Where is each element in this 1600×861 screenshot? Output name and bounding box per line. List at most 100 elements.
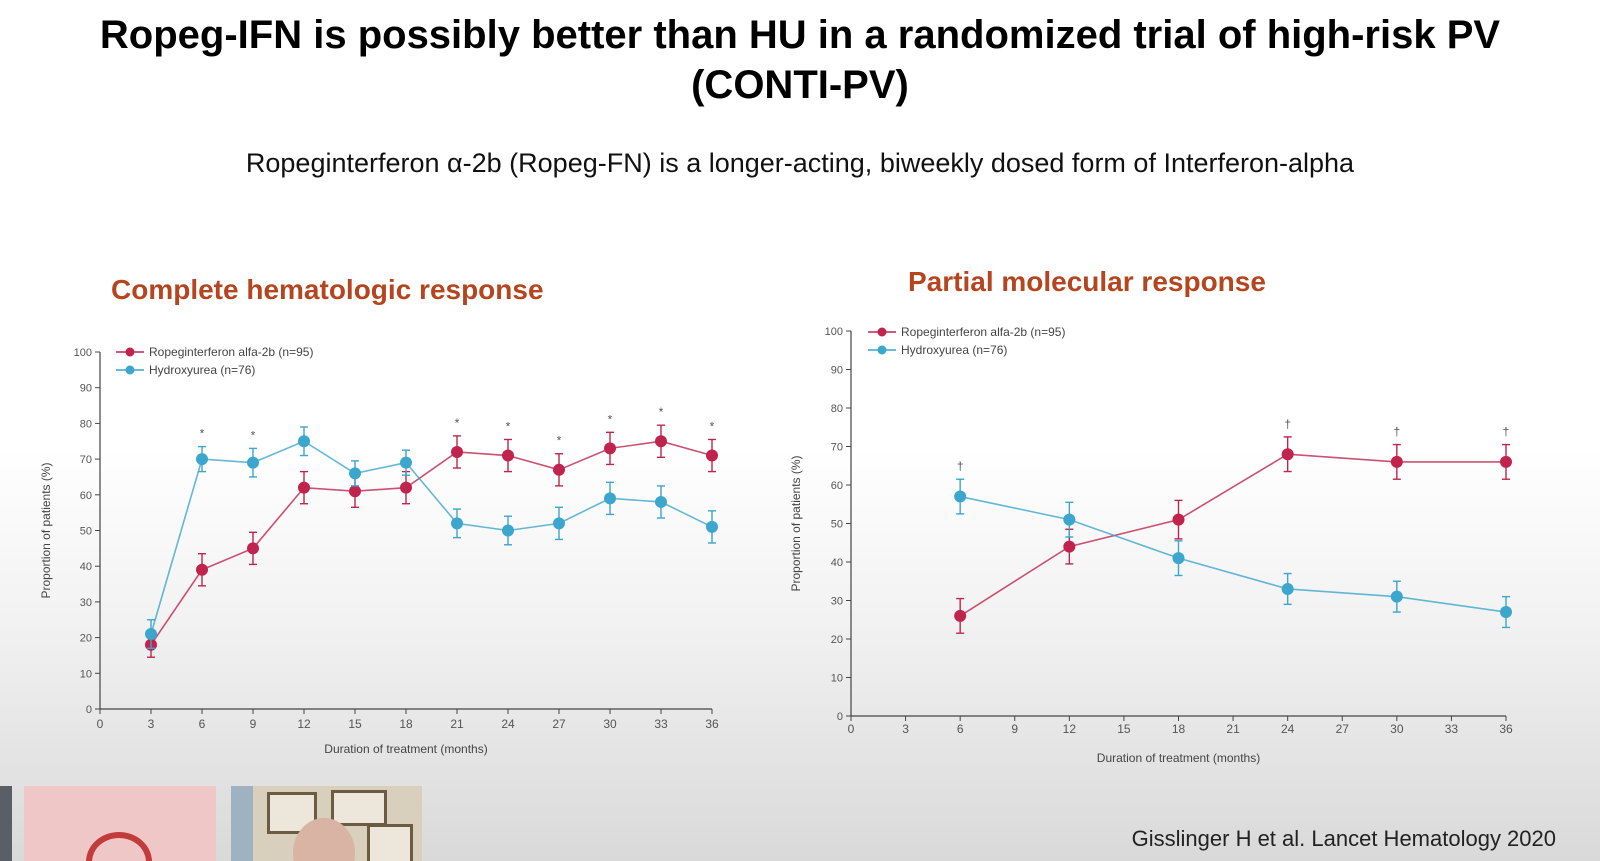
data-point-ropeg [604,442,616,455]
y-tick-label: 0 [86,704,92,716]
participant-edge-thumbnail[interactable] [0,786,12,861]
significance-marker: † [1503,425,1510,439]
data-point-ropeg [298,481,310,494]
data-point-hu [553,517,565,530]
significance-marker: * [455,416,460,430]
data-point-ropeg [400,481,412,494]
legend-swatch-dot-ropeg [125,347,135,357]
legend-label: Ropeginterferon alfa-2b (n=95) [901,325,1065,339]
y-tick-label: 80 [80,418,92,430]
legend-swatch-dot-ropeg [877,327,887,337]
y-tick-label: 20 [831,634,843,646]
x-tick-label: 18 [1172,722,1186,736]
wall-frame-icon [367,824,413,861]
data-point-hu [1063,513,1076,526]
significance-marker: * [506,419,511,433]
x-tick-label: 9 [1011,722,1018,736]
x-tick-label: 21 [1226,722,1240,736]
data-point-hu [604,492,616,505]
significance-marker: * [659,405,664,419]
data-point-ropeg [655,435,667,448]
x-tick-label: 3 [148,717,155,731]
y-tick-label: 40 [831,557,843,569]
data-point-ropeg [706,449,718,462]
x-tick-label: 12 [297,717,311,731]
legend-label: Hydroxyurea (n=76) [149,363,255,377]
y-tick-label: 100 [825,326,843,338]
data-point-hu [1390,590,1403,603]
data-point-hu [247,456,259,469]
citation: Gisslinger H et al. Lancet Hematology 20… [1131,826,1556,851]
x-tick-label: 15 [348,717,362,731]
data-point-hu [954,490,967,503]
data-point-ropeg [1500,455,1512,468]
data-point-ropeg [451,445,463,458]
x-tick-label: 6 [199,717,206,731]
significance-marker: * [710,419,715,433]
data-point-hu [502,524,514,537]
y-tick-label: 10 [831,673,843,685]
window-shade-icon [231,786,253,861]
x-axis-label: Duration of treatment (months) [324,742,487,756]
x-tick-label: 24 [1281,722,1295,736]
y-tick-label: 70 [831,442,843,454]
data-point-ropeg [502,449,514,462]
x-tick-label: 12 [1063,722,1077,736]
mpn-logo-icon [86,832,152,861]
x-tick-label: 27 [1336,722,1350,736]
y-tick-label: 70 [80,454,92,466]
x-tick-label: 0 [848,722,855,736]
chart-title-partial-molecular: Partial molecular response [908,266,1266,297]
data-point-hu [298,435,310,448]
y-tick-label: 60 [831,480,843,492]
slide-subtitle: Ropeginterferon α-2b (Ropeg-FN) is a lon… [245,148,1355,178]
data-point-ropeg [196,563,208,576]
mpn-logo-thumbnail[interactable] [24,786,216,861]
data-point-hu [1281,582,1294,595]
data-point-hu [400,456,412,469]
data-point-hu [196,453,208,466]
x-tick-label: 24 [501,717,515,731]
x-tick-label: 21 [450,717,464,731]
speaker-camera-thumbnail[interactable] [231,786,422,861]
x-tick-label: 15 [1117,722,1131,736]
slide-title-line1: Ropeg-IFN is possibly better than HU in … [99,13,1501,57]
x-tick-label: 36 [705,717,719,731]
data-point-ropeg [247,542,259,555]
series-line-ropeg [959,453,1506,617]
y-tick-label: 50 [831,519,843,531]
x-tick-label: 18 [399,717,413,731]
y-tick-label: 10 [80,668,92,680]
legend-swatch-dot-hu [125,365,135,375]
chart-title-complete-hematologic: Complete hematologic response [111,274,544,305]
data-point-ropeg [954,609,967,622]
data-point-hu [451,517,463,530]
y-tick-label: 30 [831,596,843,608]
x-tick-label: 0 [97,717,104,731]
y-tick-label: 40 [80,561,92,573]
significance-marker: † [1284,417,1291,431]
x-tick-label: 36 [1499,722,1513,736]
data-point-hu [655,495,667,508]
data-point-ropeg [1390,455,1403,468]
x-tick-label: 27 [552,717,566,731]
data-point-ropeg [349,485,361,498]
significance-marker: * [200,427,205,441]
y-tick-label: 80 [831,403,843,415]
data-point-hu [145,628,157,641]
data-point-hu [706,520,718,533]
data-point-hu [1500,606,1512,619]
y-tick-label: 20 [80,633,92,645]
y-tick-label: 30 [80,597,92,609]
slide-title: Ropeg-IFN is possibly better than HU in … [0,10,1600,110]
x-tick-label: 30 [603,717,617,731]
y-axis-label: Proportion of patients (%) [789,455,803,591]
data-point-ropeg [1281,448,1294,461]
series-line-hu [150,440,713,635]
x-tick-label: 30 [1390,722,1404,736]
significance-marker: † [1393,425,1400,439]
y-tick-label: 50 [80,526,92,538]
x-tick-label: 33 [1445,722,1459,736]
y-tick-label: 90 [80,383,92,395]
